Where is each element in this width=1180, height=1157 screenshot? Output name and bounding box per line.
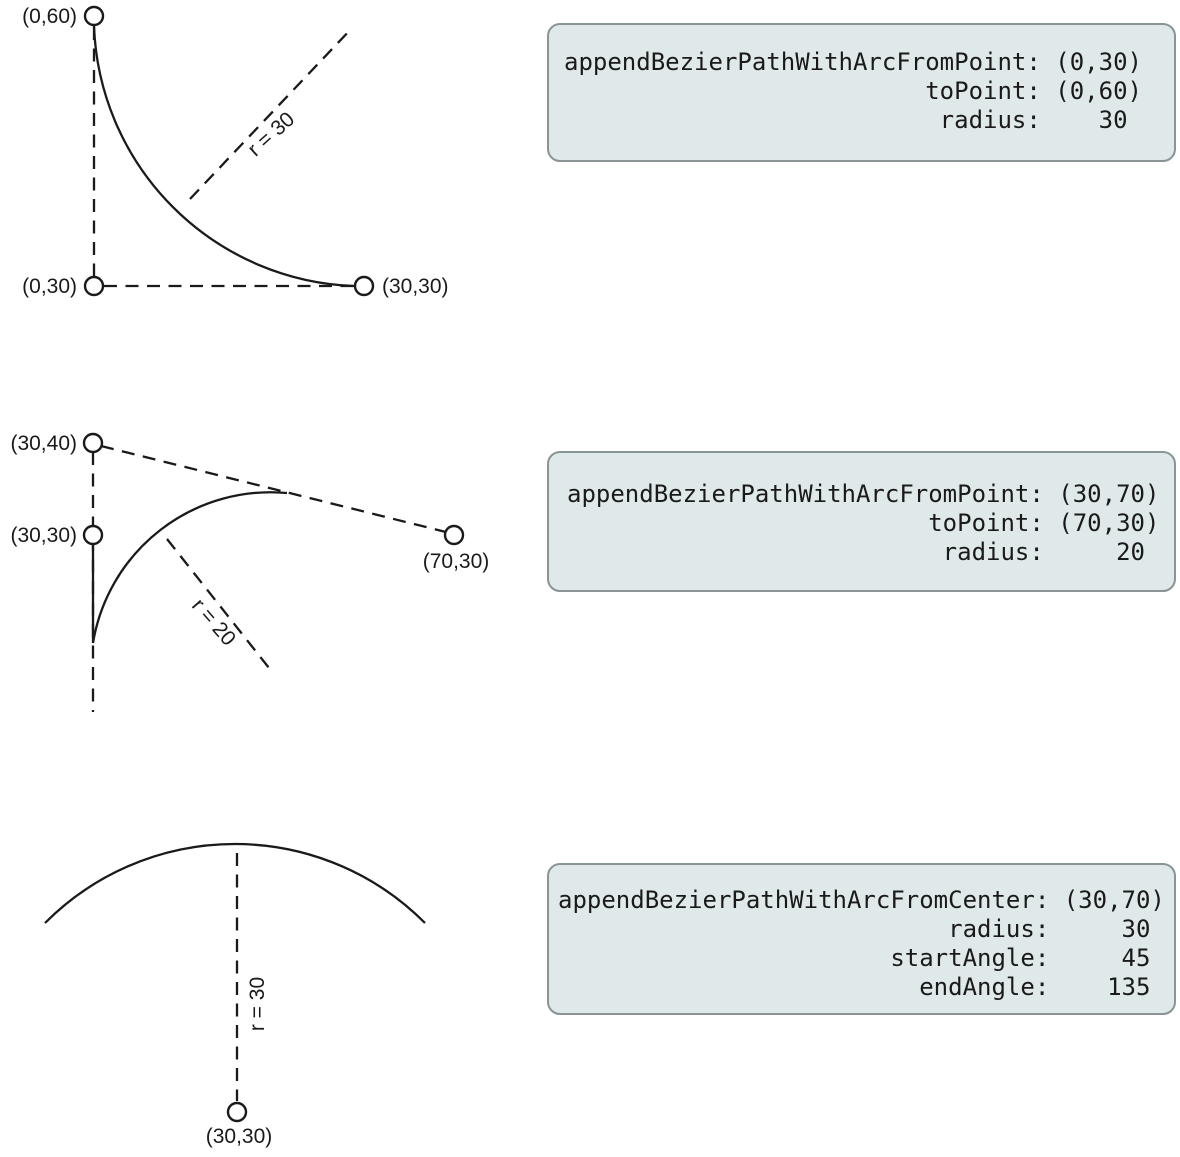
code-callout-arc-from-point-2: appendBezierPathWithArcFromPoint: (30,70… — [547, 451, 1176, 592]
point-marker — [82, 432, 104, 454]
radius-label: r = 20 — [187, 594, 240, 650]
code-text: appendBezierPathWithArcFromPoint: (0,30)… — [564, 48, 1142, 134]
point-label: (30,40) — [10, 432, 77, 455]
diagram-arc-from-point-2 — [82, 432, 465, 712]
arc-path — [92, 25, 355, 288]
arc-path — [44, 842, 426, 924]
diagram-3-labels: (30,30) r = 30 — [206, 977, 273, 1148]
point-marker — [83, 5, 105, 27]
code-text: appendBezierPathWithArcFromPoint: (30,70… — [567, 480, 1160, 566]
code-callout-arc-from-center: appendBezierPathWithArcFromCenter: (30,7… — [547, 863, 1176, 1015]
point-marker — [82, 524, 104, 546]
point-marker — [226, 1101, 248, 1123]
point-marker — [443, 524, 465, 546]
code-callout-arc-from-point-1: appendBezierPathWithArcFromPoint: (0,30)… — [547, 23, 1176, 162]
point-label: (30,30) — [382, 275, 449, 298]
diagram-arc-from-point-1 — [83, 5, 375, 297]
radius-line — [189, 27, 353, 200]
code-text: appendBezierPathWithArcFromCenter: (30,7… — [558, 886, 1165, 1001]
tangent-line — [100, 444, 447, 534]
arc-path — [91, 491, 288, 644]
point-marker — [83, 275, 105, 297]
point-label: (70,30) — [423, 550, 490, 573]
radius-line — [166, 538, 274, 674]
point-label: (0,60) — [22, 5, 77, 28]
point-marker — [353, 275, 375, 297]
point-label: (0,30) — [22, 275, 77, 298]
point-label: (30,30) — [10, 524, 77, 547]
diagram-arc-from-center — [44, 842, 426, 1123]
diagram-2-labels: (30,40) (30,30) (70,30) r = 20 — [10, 432, 489, 650]
point-label: (30,30) — [206, 1125, 273, 1148]
radius-label: r = 30 — [246, 977, 269, 1031]
